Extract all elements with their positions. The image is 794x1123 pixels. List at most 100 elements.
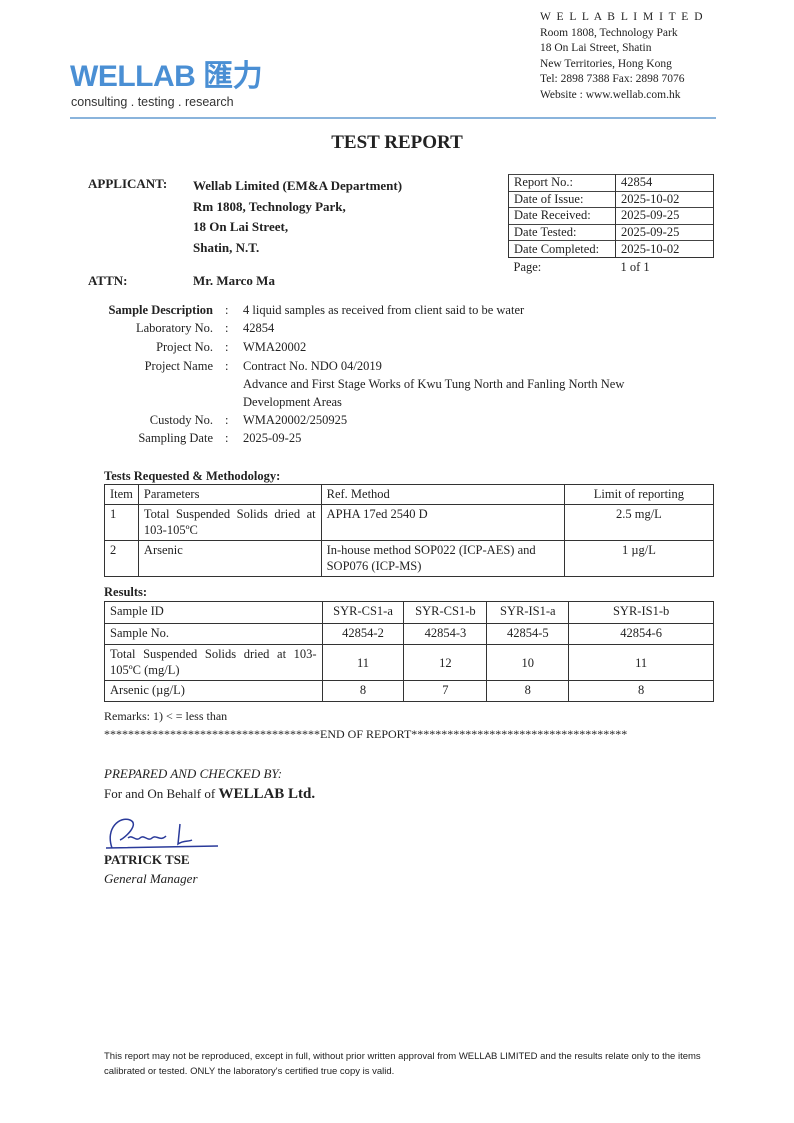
colon: : [225,321,229,335]
table-cell: 11 [568,644,714,681]
colon: : [225,431,229,445]
applicant-line: 18 On Lai Street, [193,219,289,235]
table-cell: In-house method SOP022 (ICP-AES) and SOP… [320,540,565,577]
project-name: Development Areas [243,395,342,409]
behalf-line: For and On Behalf of WELLAB Ltd. [104,786,315,803]
table-cell: Item [104,484,139,505]
table-cell: 10 [486,644,570,681]
colon: : [225,340,229,354]
info-value: 2025-09-25 [615,207,714,225]
project-name: Advance and First Stage Works of Kwu Tun… [243,377,625,391]
table-cell: 12 [403,644,488,681]
address-line: Tel: 2898 7388 Fax: 2898 7076 [540,73,685,85]
tests-table: Item Parameters Ref. Method Limit of report… [104,484,715,577]
tagline: consulting . testing . research [71,95,234,109]
table-cell: SYR-IS1-a [486,601,570,624]
table-row: 1 Total Suspended Solids dried at 103-105… [104,504,715,541]
table-cell: Sample ID [104,601,323,624]
table-cell: 11 [321,644,405,681]
table-cell: 42854-3 [403,623,488,645]
table-cell: Total Suspended Solids dried at 103-105º… [137,504,322,541]
address-line: New Territories, Hong Kong [540,57,672,70]
table-cell: 42854-6 [568,623,714,645]
results-heading: Results: [104,585,148,599]
table-row: Total Suspended Solids dried at 103-105º… [104,644,714,681]
table-cell: SYR-CS1-a [321,601,405,624]
project-name: Contract No. NDO 04/2019 [243,359,382,373]
results-table: Sample ID SYR-CS1-a SYR-CS1-b SYR-IS1-a SYR-… [104,601,714,702]
report-info-row: Date of Issue: 2025-10-02 [508,190,714,208]
table-row: 2 Arsenic In-house method SOP022 (ICP-AES)… [104,540,715,577]
applicant-line: Wellab Limited (EM&A Department) [193,178,403,193]
remarks: Remarks: 1) < = less than [104,709,228,723]
table-cell: Sample No. [104,623,323,645]
signatory-role: General Manager [104,871,198,886]
report-info-row: Date Tested: 2025-09-25 [508,223,714,241]
footer-disclaimer: This report may not be reproduced, excep… [104,1051,701,1077]
table-row: Arsenic (µg/L) 8 7 8 8 [104,680,714,702]
prepared-label: PREPARED AND CHECKED BY: [104,766,283,781]
label: Laboratory No. [135,321,213,335]
company-logo: WELLAB 匯力 [70,60,263,93]
table-cell: Arsenic [137,540,322,577]
table-cell: 1 µg/L [563,540,715,577]
attn-value: Mr. Marco Ma [193,273,275,288]
table-cell: SYR-IS1-b [568,601,714,624]
table-row: Sample ID SYR-CS1-a SYR-CS1-b SYR-IS1-a SYR-… [104,601,714,624]
header-row: Item Parameters Ref. Method Limit of report… [104,484,715,505]
info-label: Date Completed: [508,240,616,258]
applicant-line: Rm 1808, Technology Park, [193,198,346,214]
report-info-row: Report No.: 42854 [508,174,714,192]
address-line: 18 On Lai Street, Shatin [540,42,652,54]
company-name: WELLAB Ltd. [218,786,316,802]
table-row: Sample No. 42854-2 42854-3 42854-5 42854-6 [104,623,714,645]
table-cell: 2.5 mg/L [563,504,715,541]
report-info-row: Date Received: 2025-09-25 [508,207,714,225]
sample-description: 4 liquid samples as received from client… [243,303,525,317]
address-line: Website : www.wellab.com.hk [540,88,681,101]
table-cell: Limit of reporting [563,484,715,505]
label: Sampling Date [138,431,213,445]
table-cell: 2 [104,540,139,577]
table-cell: 1 [104,504,139,541]
table-cell: Arsenic (µg/L) [104,680,323,702]
label: Project Name [144,359,213,373]
report-info-row: Date Completed: 2025-10-02 [508,240,714,258]
label: Custody No. [149,413,213,427]
applicant-label: APPLICANT: [88,176,168,191]
attn-label: ATTN: [88,273,128,288]
table-cell: Parameters [137,484,322,505]
info-label: Page: [508,256,616,275]
table-cell: Total Suspended Solids dried at 103-105º… [104,644,323,681]
company-address: W E L L A B L I M I T E D Room 1808, Tec… [540,10,704,103]
info-value: 1 of 1 [615,256,714,275]
table-cell: 42854-2 [321,623,405,645]
info-label: Date Received: [508,207,616,225]
table-cell: 8 [568,680,714,702]
signatory-name: PATRICK TSE [104,852,190,867]
table-cell: Ref. Method [320,484,565,505]
applicant-address: Wellab Limited (EM&A Department) Rm 1808… [193,176,402,259]
sampling-date: 2025-09-25 [243,431,302,445]
tests-heading: Tests Requested & Methodology: [104,469,281,483]
info-value: 42854 [615,174,714,192]
report-info-table: Report No.: 42854 Date of Issue: 2025-10-02… [508,174,714,275]
label: Sample Description [108,303,213,317]
sample-details: Sample Description:4 liquid samples as r… [0,301,760,461]
address-line: W E L L A B L I M I T E D [540,11,704,23]
colon: : [225,413,229,427]
label: Project No. [156,340,213,354]
info-value: 2025-09-25 [615,223,714,241]
table-cell: SYR-CS1-b [403,601,488,624]
project-no: WMA20002 [243,340,307,354]
signature [105,818,219,849]
end-of-report: ************************************END … [104,727,628,741]
page-title: TEST REPORT [331,132,463,153]
table-cell: 8 [321,680,405,702]
header-divider [70,117,716,119]
applicant-line: Shatin, N.T. [193,240,260,256]
table-cell: 8 [486,680,570,702]
custody-no: WMA20002/250925 [243,413,348,427]
table-cell: APHA 17ed 2540 D [320,504,565,541]
colon: : [225,359,229,373]
